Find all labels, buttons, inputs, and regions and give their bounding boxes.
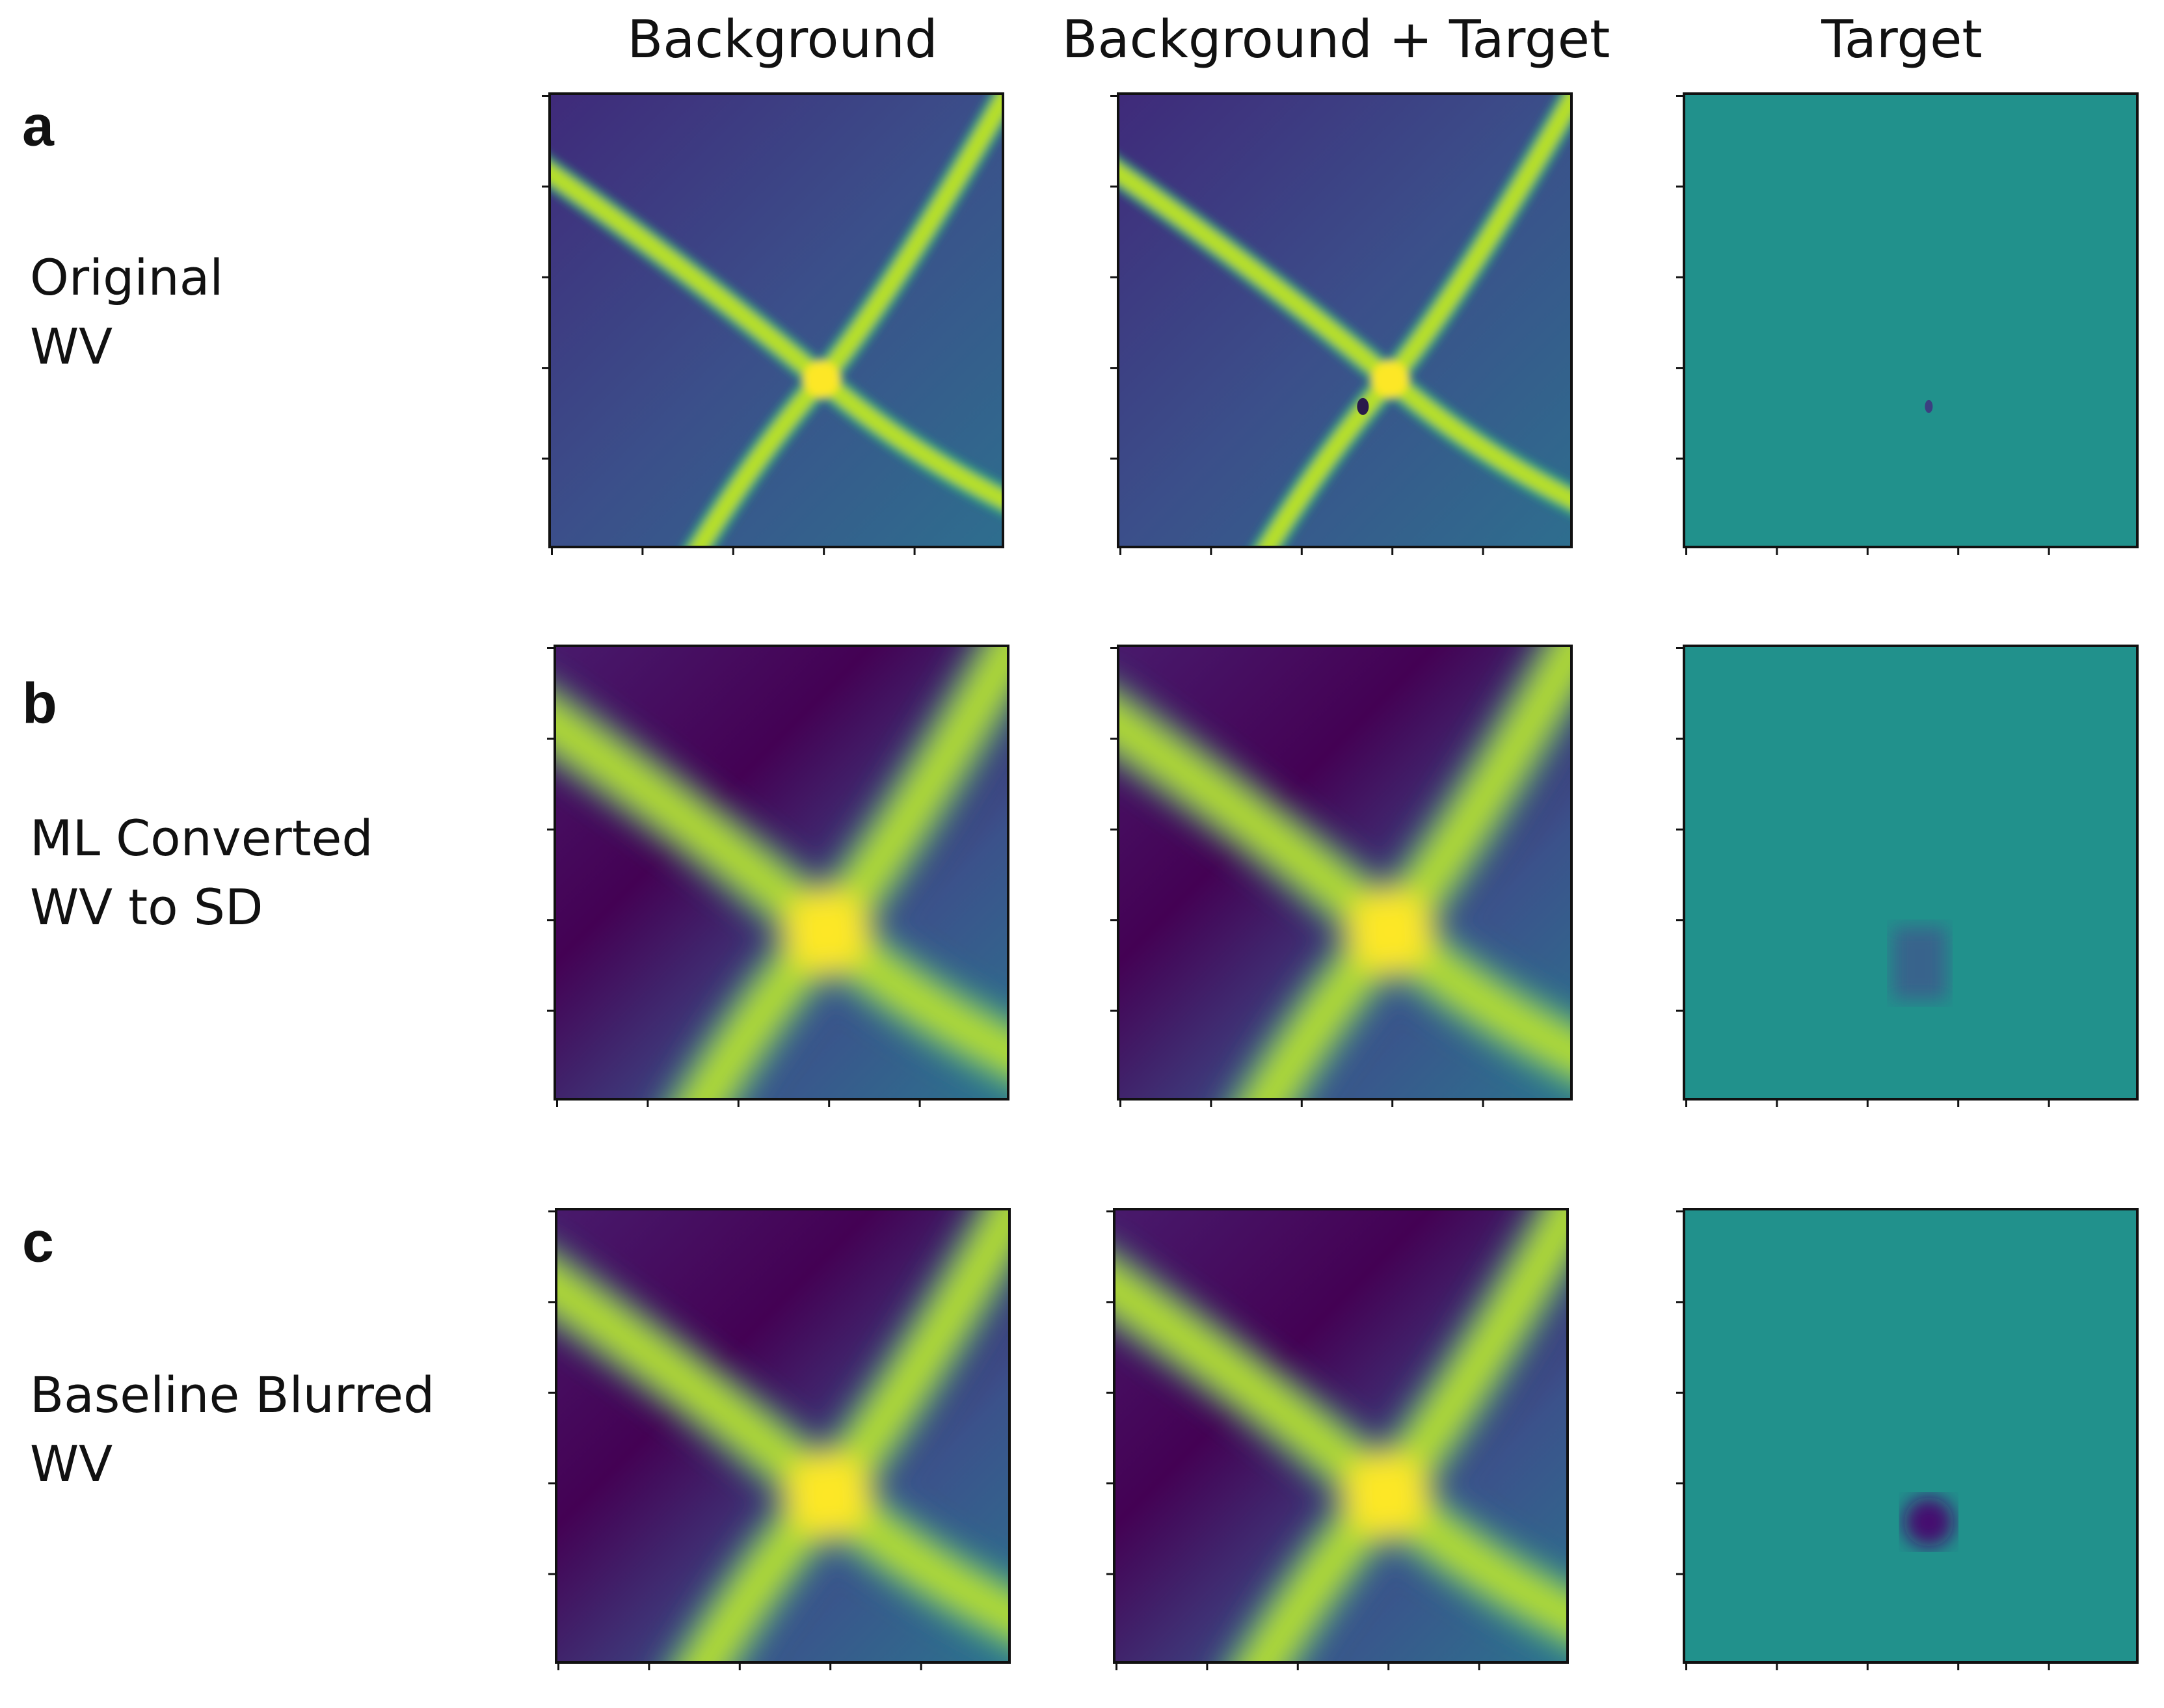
panel-frame xyxy=(1117,645,1573,1101)
image-panel xyxy=(1676,92,2139,555)
image-background xyxy=(1684,1209,2137,1662)
panel-frame xyxy=(1117,92,1573,548)
roads xyxy=(1118,94,1571,547)
image-content xyxy=(1114,1209,1568,1662)
column-header: Target xyxy=(1821,9,1983,70)
row-label: WV xyxy=(30,317,113,375)
image-content xyxy=(556,1209,1009,1662)
image-panel xyxy=(1110,92,1573,555)
panel-frame xyxy=(1683,92,2139,548)
row-label: ML Converted xyxy=(30,809,373,867)
row-letter: a xyxy=(22,93,55,157)
intersection xyxy=(784,888,870,975)
target-spot xyxy=(1357,397,1369,415)
roads xyxy=(1118,646,1571,1099)
target-spot xyxy=(1904,1497,1954,1547)
image-background xyxy=(1684,94,2137,547)
target-spot xyxy=(1892,927,1947,1000)
image-panel xyxy=(548,1208,1011,1670)
image-panel xyxy=(1106,1208,1569,1670)
image-panel xyxy=(1676,1208,2139,1670)
roads xyxy=(550,94,1003,547)
panel-frame xyxy=(1683,645,2139,1101)
target-spot xyxy=(1925,399,1933,413)
row-letter: b xyxy=(22,671,57,735)
row-label: WV to SD xyxy=(30,878,263,936)
intersection xyxy=(1343,1452,1430,1538)
roads xyxy=(556,1209,1009,1662)
image-panel xyxy=(547,645,1009,1107)
roads xyxy=(555,646,1008,1099)
panel-frame xyxy=(555,1208,1011,1664)
panel-frame xyxy=(1113,1208,1569,1664)
roads xyxy=(1114,1209,1568,1662)
row-label: Original xyxy=(30,248,223,306)
panel-frame xyxy=(554,645,1009,1101)
intersection xyxy=(803,360,840,398)
image-background xyxy=(1684,646,2137,1099)
intersection xyxy=(1347,888,1434,975)
panel-frame xyxy=(1683,1208,2139,1664)
image-content xyxy=(1118,94,1571,547)
intersection xyxy=(1371,360,1409,398)
image-content xyxy=(1684,646,2137,1099)
image-panel xyxy=(542,92,1004,555)
column-header: Background + Target xyxy=(1062,9,1610,70)
image-content xyxy=(555,646,1008,1099)
panel-frame xyxy=(548,92,1004,548)
image-content xyxy=(1684,1209,2137,1662)
row-label: WV xyxy=(30,1435,113,1493)
image-panel xyxy=(1110,645,1573,1107)
row-label: Baseline Blurred xyxy=(30,1366,434,1424)
image-content xyxy=(1118,646,1571,1099)
image-content xyxy=(550,94,1003,547)
image-content xyxy=(1684,94,2137,547)
row-letter: c xyxy=(22,1209,54,1274)
image-panel xyxy=(1676,645,2139,1107)
column-header: Background xyxy=(627,9,937,70)
intersection xyxy=(785,1452,872,1538)
